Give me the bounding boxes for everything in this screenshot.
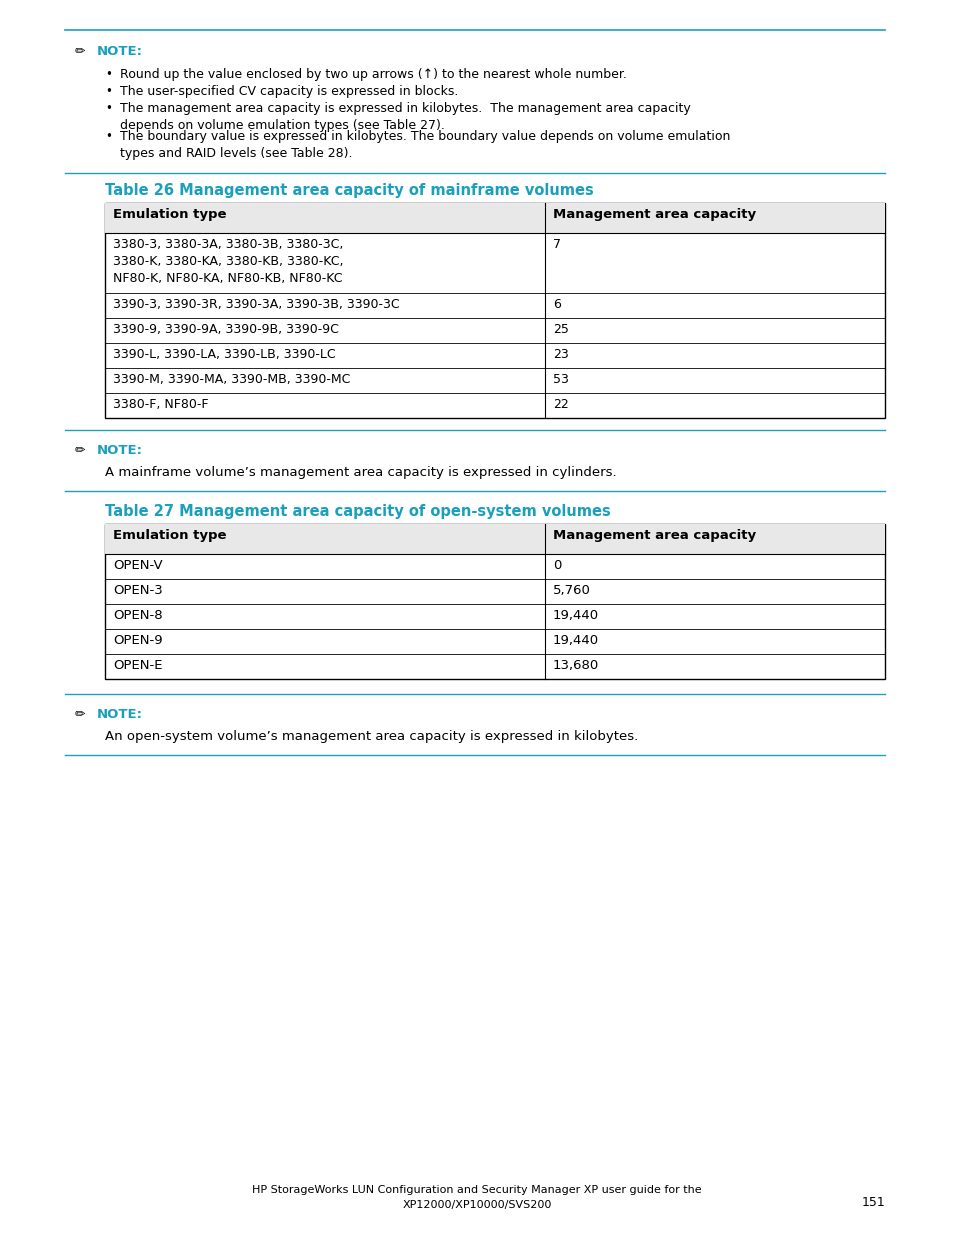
Text: Table 26 Management area capacity of mainframe volumes: Table 26 Management area capacity of mai… [105,183,593,198]
Text: ✏: ✏ [75,44,86,58]
Text: Round up the value enclosed by two up arrows (↑) to the nearest whole number.: Round up the value enclosed by two up ar… [120,68,626,82]
Bar [105,524,884,679]
Text: Emulation type: Emulation type [112,529,226,542]
Text: ✏: ✏ [75,445,86,457]
Text: 6: 6 [553,298,560,311]
Text: 19,440: 19,440 [553,634,598,647]
Text: 3390-M, 3390-MA, 3390-MB, 3390-MC: 3390-M, 3390-MA, 3390-MB, 3390-MC [112,373,350,387]
Text: HP StorageWorks LUN Configuration and Security Manager XP user guide for the: HP StorageWorks LUN Configuration and Se… [252,1186,701,1195]
Text: 3390-3, 3390-3R, 3390-3A, 3390-3B, 3390-3C: 3390-3, 3390-3R, 3390-3A, 3390-3B, 3390-… [112,298,399,311]
Text: OPEN-9: OPEN-9 [112,634,162,647]
Text: OPEN-8: OPEN-8 [112,609,162,622]
Text: A mainframe volume’s management area capacity is expressed in cylinders.: A mainframe volume’s management area cap… [105,466,616,479]
Text: 3380-F, NF80-F: 3380-F, NF80-F [112,398,209,411]
Text: NOTE:: NOTE: [97,708,143,721]
Text: 3380-3, 3380-3A, 3380-3B, 3380-3C,
3380-K, 3380-KA, 3380-KB, 3380-KC,
NF80-K, NF: 3380-3, 3380-3A, 3380-3B, 3380-3C, 3380-… [112,238,343,285]
Text: 25: 25 [553,324,568,336]
Bar [105,203,884,417]
Text: Management area capacity: Management area capacity [553,207,756,221]
Text: NOTE:: NOTE: [97,44,143,58]
Text: 22: 22 [553,398,568,411]
Text: •: • [105,103,112,115]
Bar [105,524,884,555]
Text: ✏: ✏ [75,708,86,721]
Bar [105,203,884,233]
Text: 7: 7 [553,238,560,251]
Text: OPEN-3: OPEN-3 [112,584,163,597]
Text: The user-specified CV capacity is expressed in blocks.: The user-specified CV capacity is expres… [120,85,457,98]
Text: 53: 53 [553,373,568,387]
Text: 3390-L, 3390-LA, 3390-LB, 3390-LC: 3390-L, 3390-LA, 3390-LB, 3390-LC [112,348,335,361]
Text: •: • [105,130,112,143]
Text: 0: 0 [553,559,560,572]
Text: 5,760: 5,760 [553,584,590,597]
Text: 3390-9, 3390-9A, 3390-9B, 3390-9C: 3390-9, 3390-9A, 3390-9B, 3390-9C [112,324,338,336]
Text: The boundary value is expressed in kilobytes. The boundary value depends on volu: The boundary value is expressed in kilob… [120,130,730,159]
Text: The management area capacity is expressed in kilobytes.  The management area cap: The management area capacity is expresse… [120,103,690,131]
Text: 23: 23 [553,348,568,361]
Text: 151: 151 [861,1195,884,1209]
Text: An open-system volume’s management area capacity is expressed in kilobytes.: An open-system volume’s management area … [105,730,638,743]
Text: OPEN-V: OPEN-V [112,559,162,572]
Text: NOTE:: NOTE: [97,445,143,457]
Text: Table 27 Management area capacity of open-system volumes: Table 27 Management area capacity of ope… [105,504,610,519]
Text: OPEN-E: OPEN-E [112,659,162,672]
Text: 13,680: 13,680 [553,659,598,672]
Text: Emulation type: Emulation type [112,207,226,221]
Text: •: • [105,85,112,98]
Text: •: • [105,68,112,82]
Text: XP12000/XP10000/SVS200: XP12000/XP10000/SVS200 [402,1200,551,1210]
Text: Management area capacity: Management area capacity [553,529,756,542]
Text: 19,440: 19,440 [553,609,598,622]
